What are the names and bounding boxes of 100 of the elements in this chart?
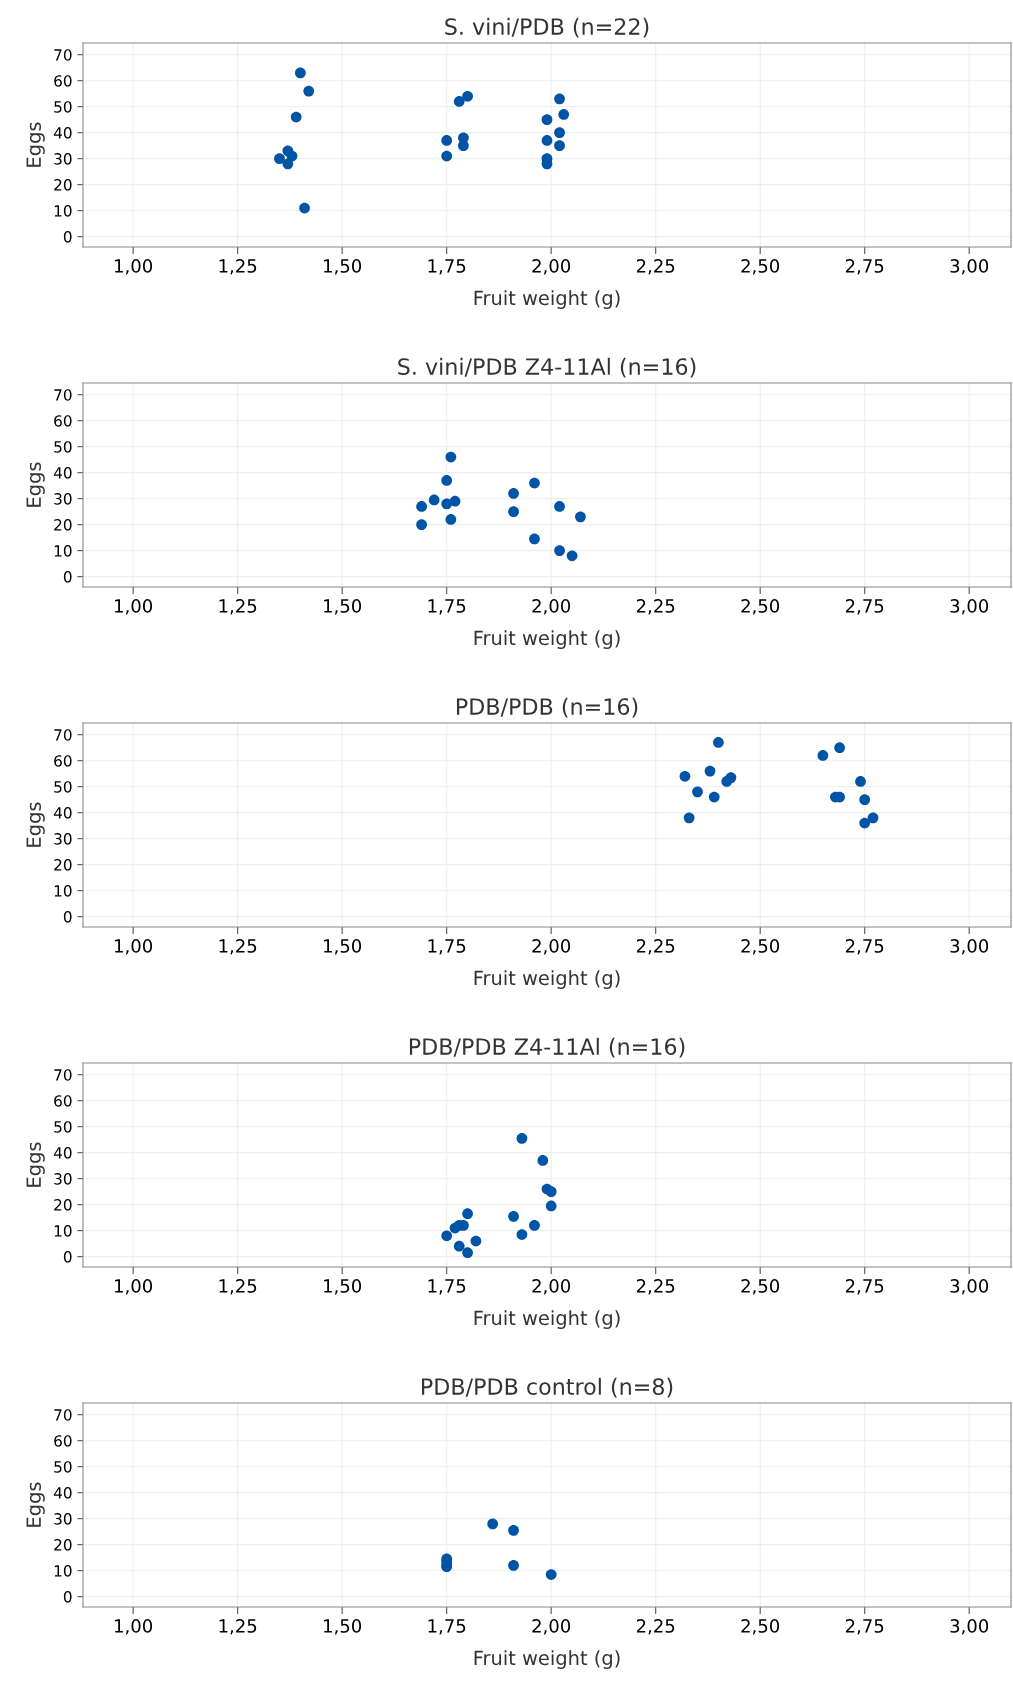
y-tick-label: 30 (54, 1513, 72, 1525)
x-tick-label: 2,25 (636, 939, 675, 955)
x-tick-label: 1,50 (324, 939, 362, 955)
x-tick-label: 3,00 (950, 1619, 989, 1635)
y-tick-label: 30 (54, 1173, 72, 1185)
y-tick-label: 40 (53, 1487, 72, 1499)
x-tick-label: 1,50 (324, 259, 362, 275)
y-tick-label: 70 (54, 49, 72, 61)
y-tick-label: 10 (54, 885, 72, 897)
x-tick-label: 2,00 (532, 259, 571, 275)
x-tick-label: 1,25 (219, 599, 257, 615)
y-axis-title: Eggs (26, 1482, 45, 1527)
x-tick-label: 1,50 (324, 599, 362, 615)
x-tick-label: 3,00 (950, 1279, 989, 1295)
y-tick-label: 50 (54, 101, 72, 113)
y-tick-label: 20 (54, 179, 72, 191)
x-tick-label: 2,25 (636, 1279, 675, 1295)
y-tick-label: 0 (63, 1591, 72, 1603)
x-axis-title: Fruit weight (g) (474, 290, 620, 309)
y-tick-label: 20 (54, 859, 72, 871)
y-axis-title: Eggs (26, 1142, 45, 1187)
x-tick-label: 1,00 (115, 1619, 153, 1635)
x-tick-label: 3,00 (950, 599, 989, 615)
x-tick-label: 2,00 (532, 1619, 571, 1635)
y-axis-title: Eggs (26, 122, 45, 167)
x-tick-label: 2,75 (845, 939, 884, 955)
x-axis-title: Fruit weight (g) (474, 630, 620, 649)
x-tick-label: 1,25 (219, 1619, 257, 1635)
y-tick-label: 30 (54, 833, 72, 845)
x-tick-label: 2,25 (636, 259, 675, 275)
x-tick-label: 2,75 (845, 1279, 884, 1295)
x-tick-label: 1,25 (219, 1279, 257, 1295)
y-tick-label: 50 (54, 441, 72, 453)
y-tick-label: 70 (54, 389, 72, 401)
x-tick-label: 1,50 (324, 1619, 362, 1635)
y-tick-label: 70 (54, 729, 72, 741)
x-tick-label: 2,00 (532, 939, 571, 955)
y-tick-label: 60 (54, 415, 72, 427)
y-tick-label: 60 (54, 1095, 72, 1107)
x-tick-label: 1,25 (219, 259, 257, 275)
x-tick-label: 2,75 (845, 599, 884, 615)
x-tick-label: 2,00 (532, 1279, 571, 1295)
y-tick-label: 70 (54, 1409, 72, 1421)
x-tick-label: 2,75 (845, 259, 884, 275)
x-tick-label: 2,25 (636, 599, 675, 615)
y-tick-label: 0 (63, 571, 72, 583)
x-tick-label: 2,50 (741, 1619, 780, 1635)
y-tick-label: 20 (54, 1199, 72, 1211)
y-tick-label: 10 (54, 205, 72, 217)
chart-title: S. vini/PDB (n=22) (445, 17, 649, 38)
y-tick-label: 0 (63, 911, 72, 923)
y-tick-label: 40 (53, 467, 72, 479)
x-tick-label: 1,75 (428, 939, 466, 955)
y-tick-label: 30 (54, 493, 72, 505)
y-axis-title: Eggs (26, 802, 45, 847)
x-tick-label: 2,50 (741, 1279, 780, 1295)
x-tick-label: 1,00 (115, 1279, 153, 1295)
y-tick-label: 60 (54, 755, 72, 767)
x-tick-label: 1,00 (115, 259, 153, 275)
y-tick-label: 10 (54, 545, 72, 557)
x-tick-label: 1,75 (428, 259, 466, 275)
y-tick-label: 50 (54, 781, 72, 793)
x-tick-label: 1,00 (115, 599, 153, 615)
y-tick-label: 60 (54, 75, 72, 87)
chart-title: PDB/PDB Z4-11Al (n=16) (409, 1037, 685, 1058)
y-tick-label: 10 (54, 1565, 72, 1577)
x-tick-label: 2,25 (636, 1619, 675, 1635)
x-tick-label: 1,00 (115, 939, 153, 955)
y-tick-label: 20 (54, 1539, 72, 1551)
x-tick-label: 2,50 (741, 939, 780, 955)
y-tick-label: 0 (63, 231, 72, 243)
y-tick-label: 40 (53, 807, 72, 819)
x-tick-label: 3,00 (950, 939, 989, 955)
x-axis-title: Fruit weight (g) (474, 1650, 620, 1669)
y-tick-label: 10 (54, 1225, 72, 1237)
y-tick-label: 50 (54, 1461, 72, 1473)
chart-title: PDB/PDB control (n=8) (422, 1377, 673, 1398)
y-tick-label: 20 (54, 519, 72, 531)
y-tick-label: 0 (63, 1251, 72, 1263)
x-tick-label: 2,50 (741, 259, 780, 275)
x-tick-label: 1,50 (324, 1279, 362, 1295)
x-axis-title: Fruit weight (g) (474, 970, 620, 989)
x-tick-label: 2,50 (741, 599, 780, 615)
y-tick-label: 50 (54, 1121, 72, 1133)
chart-title: PDB/PDB (n=16) (456, 697, 638, 718)
y-tick-label: 40 (53, 127, 72, 139)
y-tick-label: 60 (54, 1435, 72, 1447)
x-tick-label: 1,75 (428, 1619, 466, 1635)
y-tick-label: 70 (54, 1069, 72, 1081)
x-tick-label: 2,00 (532, 599, 571, 615)
x-tick-label: 1,75 (428, 599, 466, 615)
x-tick-label: 1,25 (219, 939, 257, 955)
y-axis-title: Eggs (26, 462, 45, 507)
chart-title: S. vini/PDB Z4-11Al (n=16) (398, 357, 696, 378)
x-tick-label: 3,00 (950, 259, 989, 275)
x-tick-label: 1,75 (428, 1279, 466, 1295)
x-tick-label: 2,75 (845, 1619, 884, 1635)
y-tick-label: 40 (53, 1147, 72, 1159)
x-axis-title: Fruit weight (g) (474, 1310, 620, 1329)
y-tick-label: 30 (54, 153, 72, 165)
